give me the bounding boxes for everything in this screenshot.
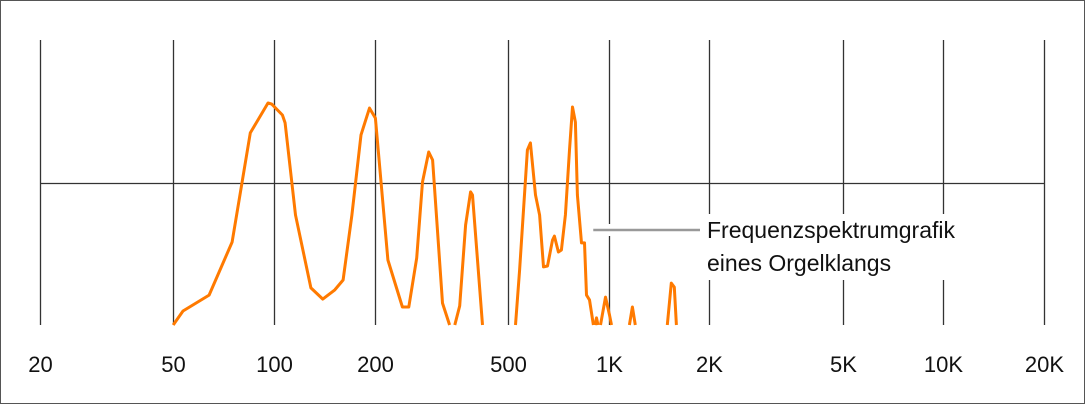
spectrum-segment-1 (453, 190, 484, 326)
x-tick-label: 20K (1025, 352, 1064, 377)
spectrum-curve (171, 101, 678, 326)
grid (39, 40, 1046, 325)
x-tick-labels: 20 50 100 200 500 1K 2K 5K 10K 20K (28, 352, 1064, 377)
x-tick-label: 500 (490, 352, 527, 377)
spectrum-segment-5 (627, 305, 637, 326)
annotation-line-2: eines Orgelklangs (707, 250, 892, 276)
spectrum-segment-0 (171, 101, 452, 326)
x-tick-label: 5K (830, 352, 857, 377)
annotation-text: Frequenzspektrumgrafik eines Orgelklangs (707, 214, 955, 280)
x-tick-label: 20 (28, 352, 52, 377)
spectrum-segment-3 (593, 316, 600, 326)
annotation-line-1: Frequenzspektrumgrafik (707, 217, 955, 243)
spectrum-segment-4 (599, 295, 613, 326)
x-tick-label: 2K (696, 352, 723, 377)
x-tick-label: 10K (924, 352, 963, 377)
spectrum-segment-6 (665, 281, 678, 326)
spectrum-segment-2 (514, 105, 595, 326)
x-tick-label: 50 (161, 352, 185, 377)
x-tick-label: 200 (357, 352, 394, 377)
x-tick-label: 1K (596, 352, 623, 377)
x-tick-label: 100 (256, 352, 293, 377)
